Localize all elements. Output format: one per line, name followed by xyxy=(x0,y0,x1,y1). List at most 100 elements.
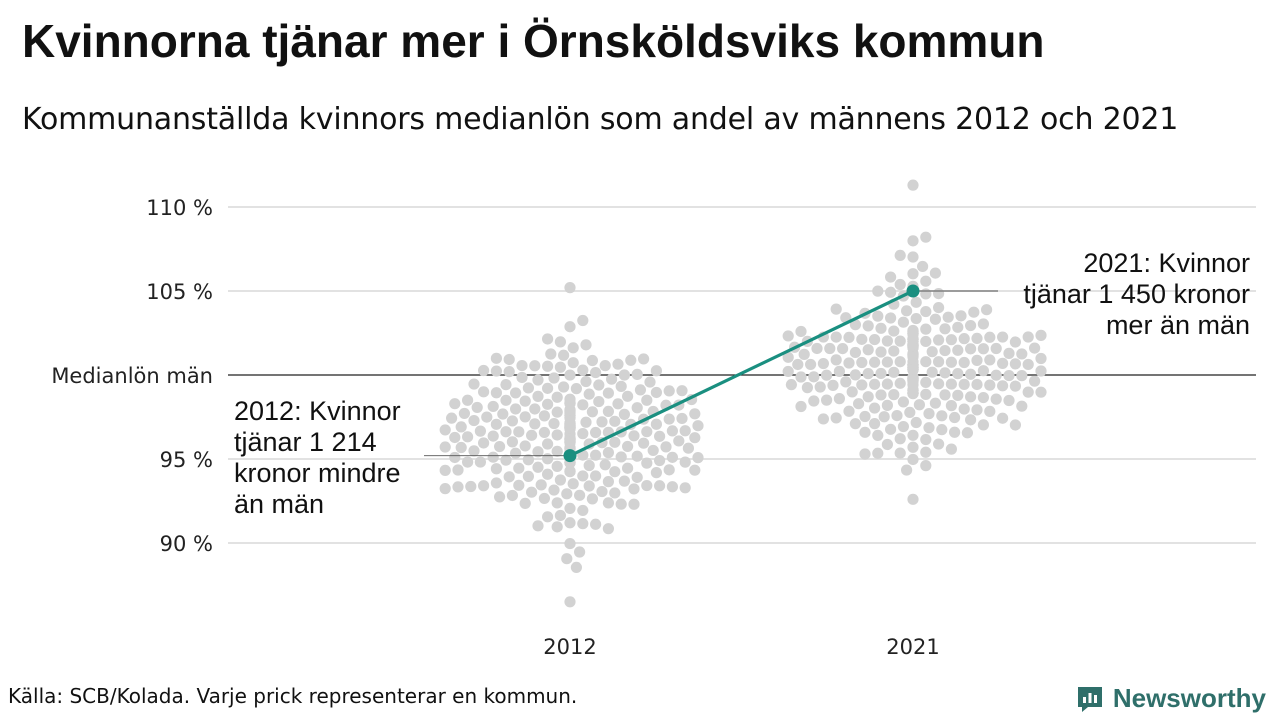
dot-2012 xyxy=(676,385,688,397)
brand-logo[interactable]: Newsworthy xyxy=(1075,683,1266,714)
dot-2012 xyxy=(465,480,477,493)
dot-2012 xyxy=(679,482,691,494)
dot-2021 xyxy=(840,376,852,388)
dot-2021 xyxy=(920,323,932,335)
dot-2021 xyxy=(965,414,977,426)
dot-2012 xyxy=(542,382,554,394)
dot-2021 xyxy=(885,312,897,324)
dot-2012 xyxy=(628,483,640,495)
dot-2012 xyxy=(564,393,576,405)
dot-2012 xyxy=(676,412,688,425)
dot-2021 xyxy=(853,398,865,410)
dot-2012 xyxy=(666,481,679,493)
dot-2012 xyxy=(567,478,579,490)
dot-2021 xyxy=(907,429,919,441)
dot-2021 xyxy=(920,305,932,318)
dot-2012 xyxy=(509,403,522,415)
dot-2012 xyxy=(612,398,624,410)
dot-2012 xyxy=(439,464,451,476)
dot-2012 xyxy=(564,537,576,550)
dot-2012 xyxy=(590,449,602,461)
dot-2021 xyxy=(984,331,996,343)
dot-2021 xyxy=(843,357,855,369)
dot-2012 xyxy=(532,461,544,473)
dot-2021 xyxy=(795,400,807,413)
dot-2012 xyxy=(599,360,611,372)
dot-2021 xyxy=(913,399,926,411)
dot-2021 xyxy=(933,334,945,346)
dot-2012 xyxy=(599,459,611,471)
dot-2012 xyxy=(615,498,627,510)
dot-2012 xyxy=(612,358,624,370)
dot-2012 xyxy=(564,282,576,294)
dot-2012 xyxy=(490,418,502,430)
dot-2012 xyxy=(660,441,672,453)
dot-2021 xyxy=(830,331,842,343)
dot-2012 xyxy=(561,488,573,500)
dot-2021 xyxy=(961,427,974,439)
dot-2012 xyxy=(542,438,554,450)
dot-2021 xyxy=(782,330,794,342)
dot-2021 xyxy=(801,382,814,394)
dot-2012 xyxy=(583,388,595,400)
dot-2021 xyxy=(1035,386,1047,398)
dot-2021 xyxy=(1009,358,1022,370)
dot-2021 xyxy=(977,365,990,377)
annotation-2021-line: tjänar 1 450 kronor xyxy=(1023,279,1250,309)
dot-2021 xyxy=(875,389,887,401)
dot-2021 xyxy=(856,333,868,345)
dot-2012 xyxy=(462,431,474,443)
dot-2021 xyxy=(885,423,897,435)
dot-2021 xyxy=(881,356,894,368)
dot-2012 xyxy=(564,369,576,381)
dot-2012 xyxy=(490,387,502,399)
dot-2021 xyxy=(885,271,897,283)
dot-2021 xyxy=(929,313,942,325)
dot-2012 xyxy=(631,368,643,380)
dot-2021 xyxy=(971,378,983,391)
dot-2021 xyxy=(1022,386,1034,398)
dot-2012 xyxy=(666,451,679,463)
dot-2021 xyxy=(920,446,932,458)
dot-2012 xyxy=(583,480,595,492)
dot-2021 xyxy=(907,441,919,453)
dot-2021 xyxy=(939,344,951,357)
annotation-2021-line: mer än män xyxy=(1105,310,1250,340)
dot-2012 xyxy=(654,480,666,492)
dot-2021 xyxy=(907,453,919,466)
dot-2021 xyxy=(936,410,948,422)
dot-2012 xyxy=(644,376,656,388)
dot-2021 xyxy=(920,388,932,400)
dot-2012 xyxy=(692,420,704,432)
dot-2012 xyxy=(490,463,502,475)
dot-2021 xyxy=(872,429,884,442)
dot-2021 xyxy=(945,443,958,455)
dot-2012 xyxy=(628,498,640,510)
dot-2021 xyxy=(849,346,862,359)
dot-2021 xyxy=(1003,394,1015,407)
dot-2021 xyxy=(965,319,977,332)
dot-2012 xyxy=(580,416,592,428)
dot-2021 xyxy=(904,406,916,418)
dot-2021 xyxy=(878,411,890,423)
dot-2012 xyxy=(490,352,502,364)
dot-2012 xyxy=(478,437,490,449)
dot-2021 xyxy=(997,357,1009,369)
dot-2021 xyxy=(945,400,958,412)
dot-2021 xyxy=(939,389,951,401)
dot-2012 xyxy=(474,425,486,437)
dot-2012 xyxy=(439,441,451,453)
dot-2021 xyxy=(1016,400,1028,412)
dot-2021 xyxy=(894,356,906,368)
dot-2012 xyxy=(564,466,576,478)
dot-2012 xyxy=(516,359,528,372)
dot-2012 xyxy=(532,520,544,532)
dot-2012 xyxy=(542,333,554,345)
dot-2012 xyxy=(526,429,538,441)
dot-2021 xyxy=(894,278,906,291)
dot-2021 xyxy=(936,424,948,436)
highlight-series xyxy=(563,284,920,463)
dot-2021 xyxy=(1029,375,1041,387)
dot-2012 xyxy=(663,385,675,397)
dot-2021 xyxy=(869,402,881,414)
